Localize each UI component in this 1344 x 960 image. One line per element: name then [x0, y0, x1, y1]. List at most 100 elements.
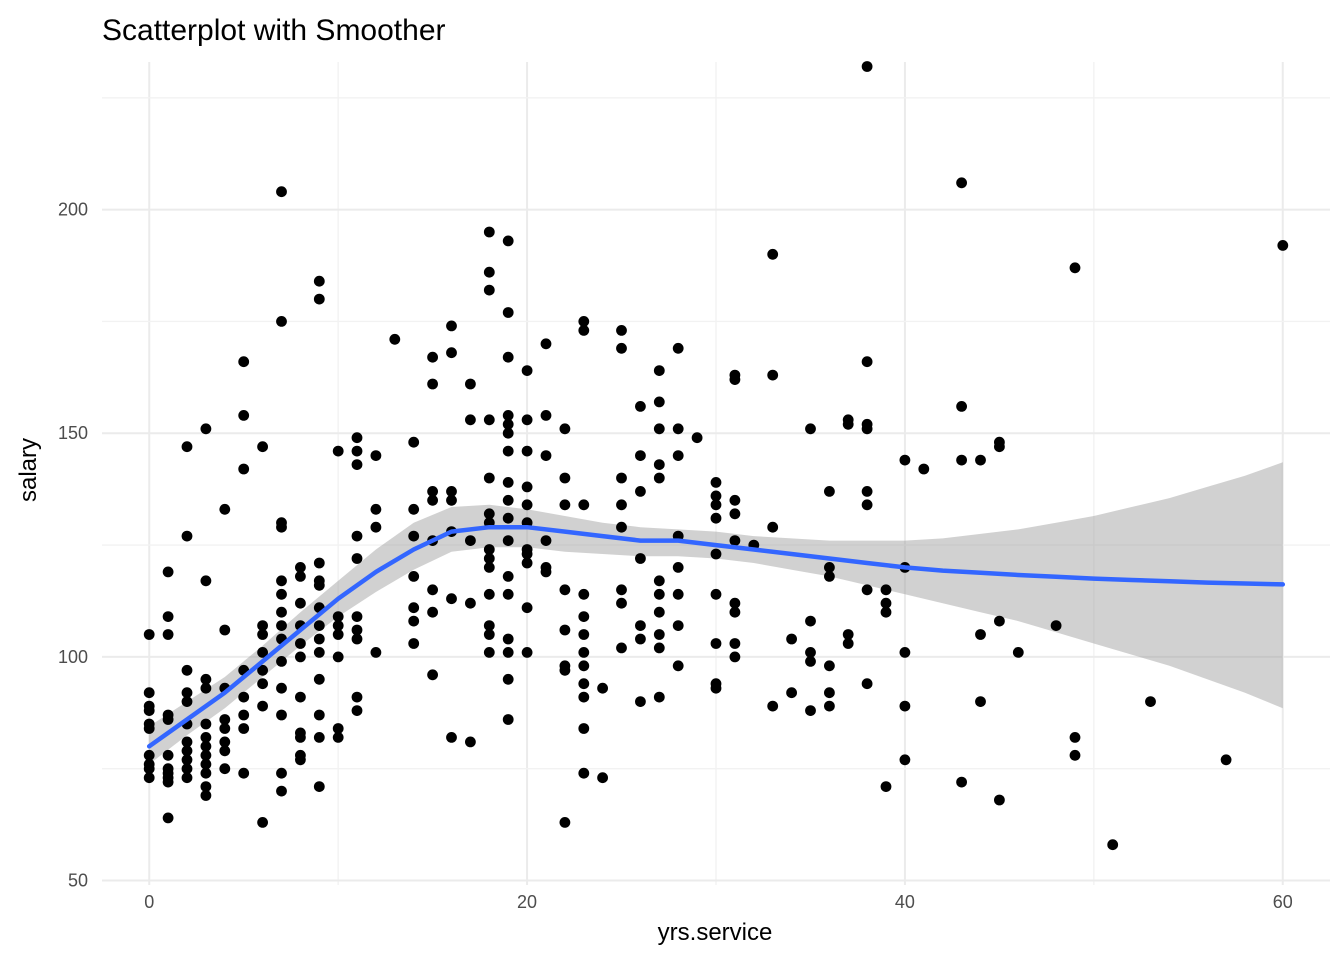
data-point: [295, 691, 306, 703]
data-point: [805, 423, 816, 435]
data-point: [729, 606, 741, 618]
data-point: [616, 472, 627, 484]
data-point: [824, 700, 835, 712]
data-point: [616, 499, 627, 511]
data-point: [540, 535, 552, 546]
data-point: [370, 647, 382, 658]
data-point: [635, 553, 646, 564]
data-point: [276, 682, 287, 694]
data-point: [710, 588, 722, 600]
x-tick-label: 60: [1273, 892, 1293, 912]
data-point: [295, 638, 306, 649]
smooth-line: [146, 524, 1286, 749]
data-point: [332, 445, 344, 457]
data-point: [861, 584, 873, 596]
data-point: [143, 705, 155, 716]
data-point: [729, 597, 741, 609]
data-point: [710, 638, 722, 649]
data-point: [200, 749, 212, 761]
data-point: [332, 611, 344, 622]
data-point: [653, 606, 665, 618]
data-point: [370, 521, 382, 533]
data-point: [181, 696, 193, 707]
data-point: [1277, 240, 1289, 251]
data-point: [276, 316, 287, 327]
data-point: [786, 633, 797, 645]
data-point: [710, 512, 722, 524]
data-point: [162, 629, 174, 640]
data-point: [653, 472, 665, 484]
y-tick-label: 50: [68, 871, 88, 891]
data-point: [616, 342, 627, 354]
data-point: [143, 763, 155, 775]
data-point: [408, 615, 420, 627]
data-point: [427, 494, 438, 506]
data-point: [691, 432, 703, 444]
data-point: [351, 530, 363, 542]
data-point: [559, 499, 571, 511]
data-point: [842, 638, 854, 649]
x-tick-label: 0: [144, 892, 154, 912]
data-point: [276, 785, 287, 797]
data-point: [162, 714, 174, 725]
data-point: [1012, 647, 1024, 658]
data-point: [200, 673, 212, 685]
data-point: [446, 320, 457, 332]
y-axis-title: salary: [15, 438, 42, 502]
data-point: [200, 740, 212, 752]
data-point: [219, 714, 231, 725]
data-point: [540, 450, 552, 461]
data-point: [200, 758, 212, 770]
data-point: [767, 700, 779, 712]
data-point: [332, 620, 344, 631]
data-point: [446, 347, 457, 359]
data-point: [257, 817, 268, 828]
data-point: [767, 369, 779, 381]
data-point: [200, 575, 212, 587]
data-point: [502, 418, 514, 430]
data-point: [483, 544, 495, 555]
data-point: [653, 691, 665, 703]
data-point: [295, 651, 306, 663]
data-point: [219, 624, 231, 636]
data-point: [616, 642, 627, 654]
data-point: [276, 575, 287, 587]
data-point: [483, 562, 495, 573]
data-point: [521, 499, 533, 511]
data-point: [446, 486, 457, 497]
data-point: [635, 486, 646, 497]
data-point: [219, 503, 231, 515]
data-point: [502, 535, 514, 546]
data-point: [616, 325, 627, 336]
data-point: [295, 597, 306, 609]
data-point: [635, 633, 646, 645]
data-point: [653, 629, 665, 640]
data-point: [559, 584, 571, 596]
data-point: [483, 647, 495, 658]
data-point: [502, 477, 514, 488]
data-point: [502, 351, 514, 363]
data-point: [351, 691, 363, 703]
data-point: [994, 441, 1005, 453]
data-point: [578, 767, 590, 779]
data-point: [861, 423, 873, 435]
data-point: [824, 571, 835, 582]
data-point: [578, 723, 590, 734]
data-point: [276, 606, 287, 618]
data-point: [635, 620, 646, 631]
data-point: [729, 374, 741, 385]
data-point: [880, 584, 892, 596]
data-point: [219, 723, 231, 734]
data-point: [238, 767, 250, 779]
data-point: [1069, 732, 1081, 743]
chart-title: Scatterplot with Smoother: [102, 14, 446, 47]
data-point: [181, 664, 193, 676]
data-point: [483, 553, 495, 564]
data-point: [672, 342, 684, 354]
data-point: [578, 691, 590, 703]
data-point: [427, 584, 438, 596]
data-point: [313, 579, 325, 591]
data-point: [181, 441, 193, 453]
data-point: [540, 338, 552, 350]
